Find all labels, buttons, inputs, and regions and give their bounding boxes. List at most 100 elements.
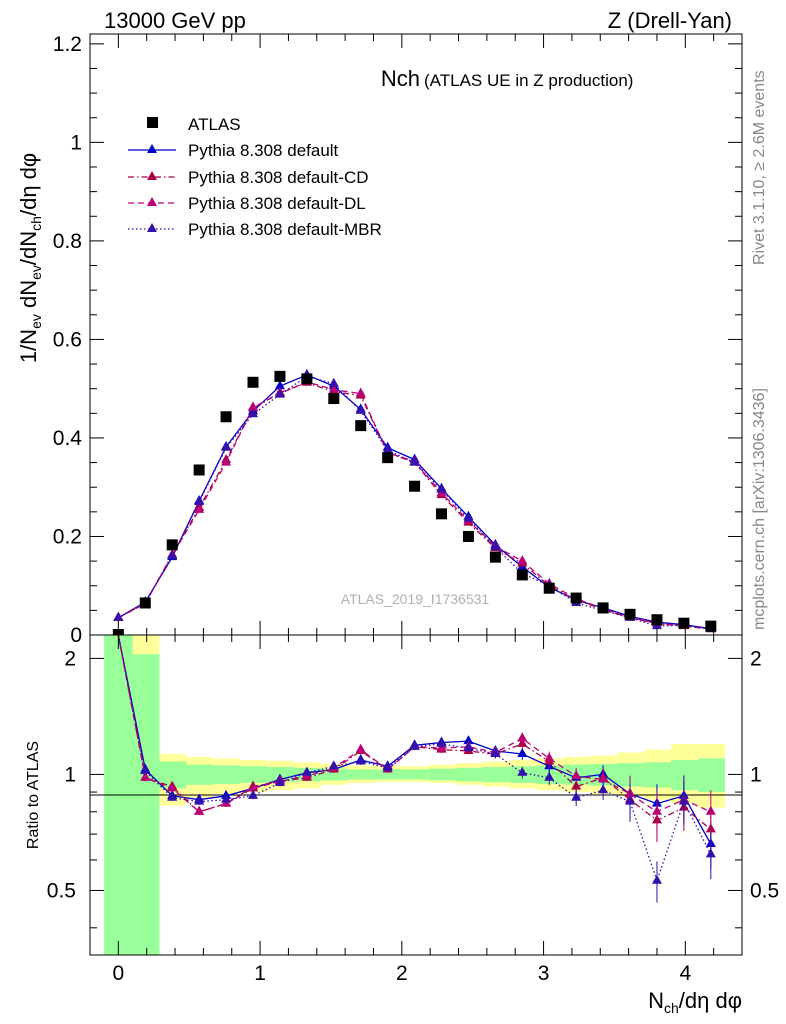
atlas-data-point: [624, 608, 636, 620]
atlas-data-point: [247, 376, 259, 388]
legend-marker-cd: [147, 171, 157, 180]
legend-marker-default: [147, 144, 157, 153]
ratio-y-tick-label-right: 1: [750, 763, 762, 786]
plot-title: Nch: [381, 66, 420, 91]
stat-uncertainty-band: [240, 766, 268, 784]
atlas-data-point: [597, 602, 609, 614]
ratio-marker-mbr: [463, 742, 474, 752]
ratio-marker-mbr: [625, 795, 636, 805]
ratio-y-axis-title: Ratio to ATLAS: [25, 741, 42, 849]
ratio-marker-mbr: [651, 874, 662, 884]
ratio-marker-default: [517, 747, 528, 757]
series-marker-mbr: [463, 512, 474, 522]
x-tick-label: 0: [113, 962, 125, 985]
series-marker-mbr: [167, 550, 178, 560]
ratio-marker-mbr: [221, 793, 232, 803]
atlas-data-point: [489, 551, 501, 563]
main-panel: 0 0.2 0.4 0.6 0.8 1 1.2 Nch (ATLAS UE in Z pro…: [16, 33, 743, 647]
ratio-marker-default: [463, 735, 474, 745]
atlas-data-point: [516, 569, 528, 581]
ratio-marker-dl: [248, 782, 258, 792]
series-marker-mbr: [221, 441, 232, 451]
series-marker-mbr: [409, 456, 420, 466]
series-marker-dl: [328, 383, 339, 393]
main-y-axis-title: 1/Nev dNev/dNch/dη dφ: [16, 153, 44, 363]
series-marker-mbr: [382, 444, 393, 454]
atlas-data-point: [651, 614, 663, 626]
ratio-marker-dl: [167, 782, 178, 792]
main-ticks: 0 0.2 0.4 0.6 0.8 1 1.2: [53, 33, 743, 647]
series-marker-default: [274, 380, 285, 390]
atlas-data-point: [220, 411, 232, 423]
ratio-marker-dl: [194, 805, 205, 815]
x-axis-title: Nch/dη dφ: [648, 988, 742, 1016]
stat-uncertainty-band: [213, 765, 241, 784]
atlas-data-point: [274, 370, 286, 382]
ratio-marker-dl: [544, 752, 555, 762]
atlas-data-point: [678, 617, 690, 629]
legend-marker-dl: [147, 197, 157, 206]
atlas-data-point: [705, 620, 717, 632]
series-marker-mbr: [328, 377, 339, 387]
ratio-marker-dl: [355, 743, 366, 753]
ratio-marker-mbr: [490, 747, 501, 757]
ratio-marker-dl: [598, 773, 609, 783]
ratio-marker-mbr: [678, 795, 689, 805]
mcplots-label: mcplots.cern.ch [arXiv:1306.3436]: [751, 388, 768, 630]
ratio-y-tick-label: 0.5: [47, 879, 76, 902]
stat-uncertainty-band: [428, 768, 456, 781]
rivet-version-label: Rivet 3.1.10, ≥ 2.6M events: [751, 70, 768, 265]
ratio-marker-mbr: [382, 761, 393, 771]
stat-uncertainty-band: [671, 759, 699, 791]
header-right: Z (Drell-Yan): [608, 8, 732, 33]
series-marker-dl: [194, 503, 205, 513]
stat-uncertainty-band: [698, 758, 725, 793]
series-marker-mbr: [113, 611, 124, 621]
ratio-uncertainty-bands: [104, 635, 725, 955]
ratio-marker-mbr: [517, 766, 528, 776]
header-left: 13000 GeV pp: [104, 8, 246, 33]
y-tick-label: 1.2: [53, 33, 82, 56]
stat-uncertainty-band: [321, 768, 348, 781]
stat-uncertainty-band: [132, 654, 160, 955]
ratio-marker-mbr: [301, 766, 312, 776]
ratio-marker-mbr: [571, 791, 582, 801]
ratio-marker-mbr: [167, 791, 178, 801]
series-marker-mbr: [274, 388, 285, 398]
stat-uncertainty-band: [347, 769, 375, 780]
ratio-y-tick-label-right: 2: [750, 647, 762, 670]
ratio-marker-mbr: [544, 771, 555, 781]
ratio-marker-mbr: [598, 784, 609, 794]
atlas-data-point: [166, 539, 178, 551]
analysis-watermark: ATLAS_2019_I1736531: [341, 591, 490, 607]
series-marker-dl: [517, 555, 528, 565]
plot-subtitle: (ATLAS UE in Z production): [424, 71, 633, 90]
ratio-marker-mbr: [355, 755, 366, 765]
stat-uncertainty-band: [374, 769, 402, 780]
stat-uncertainty-band: [186, 764, 214, 785]
series-marker-mbr: [436, 483, 447, 493]
x-tick-label: 4: [679, 962, 691, 985]
atlas-data-point: [139, 597, 151, 609]
ratio-marker-cd: [571, 780, 582, 790]
ratio-marker-mbr: [409, 740, 420, 750]
ratio-marker-dl: [571, 770, 582, 780]
ratio-ticks: 0.5 0.5 1 1 2 2 0 1 2 3 4: [47, 635, 779, 985]
series-marker-mbr: [355, 404, 366, 414]
ratio-series-layer: [117, 634, 716, 903]
stat-uncertainty-band: [617, 763, 645, 787]
series-line-mbr: [117, 375, 711, 630]
atlas-data-point: [328, 393, 340, 405]
ratio-marker-mbr: [140, 765, 151, 775]
ratio-marker-mbr: [705, 848, 716, 858]
ratio-marker-dl: [140, 771, 151, 781]
atlas-data-point: [570, 592, 582, 604]
atlas-data-point: [355, 420, 367, 432]
legend-label-mbr: Pythia 8.308 default-MBR: [188, 220, 382, 239]
atlas-data-point: [409, 480, 421, 492]
legend-marker-mbr: [147, 223, 157, 232]
y-tick-label: 1: [70, 131, 82, 154]
stat-uncertainty-band: [401, 769, 429, 780]
y-tick-label: 0: [70, 624, 82, 647]
ratio-y-tick-label: 1: [64, 763, 76, 786]
